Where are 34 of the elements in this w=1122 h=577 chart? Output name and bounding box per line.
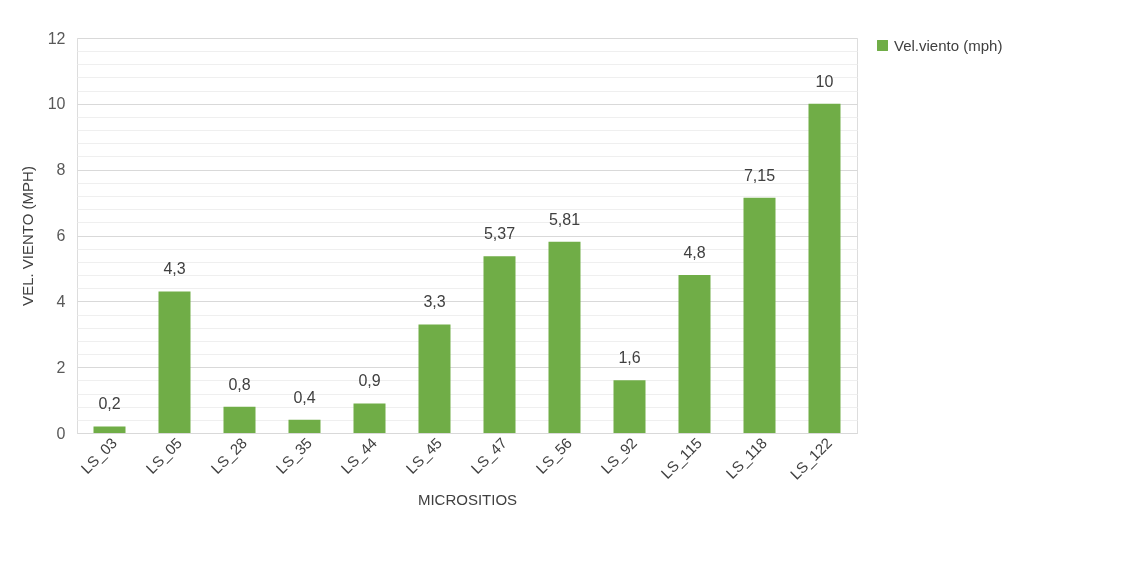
data-label: 4,3 [163, 260, 186, 278]
y-tick-label: 4 [56, 292, 66, 310]
y-tick-label: 10 [47, 95, 66, 113]
bar [288, 419, 321, 433]
y-tick-label: 6 [56, 227, 66, 244]
bar [353, 403, 386, 433]
bar [483, 256, 516, 433]
data-label: 7,15 [743, 166, 776, 184]
data-label: 4,8 [683, 244, 706, 261]
bar [93, 426, 126, 433]
y-tick-label: 8 [56, 161, 66, 179]
y-tick-label: 0 [56, 424, 66, 442]
bar [808, 103, 841, 433]
data-label: 10 [815, 72, 834, 90]
y-tick-label: 2 [56, 358, 66, 376]
x-axis-title: MICROSITIOS [417, 490, 518, 508]
data-label: 0,9 [358, 372, 381, 390]
data-label: 0,4 [293, 388, 316, 406]
bar [158, 291, 191, 433]
legend-label: Vel.viento (mph) [894, 36, 1003, 54]
bar [678, 275, 711, 433]
y-tick-label: 12 [47, 29, 66, 47]
data-label: 0,2 [98, 395, 121, 413]
data-label: 3,3 [423, 293, 446, 311]
y-axis-title: VEL. VIENTO (MPH) [18, 166, 36, 306]
data-label: 1,6 [618, 349, 641, 367]
data-label: 5,37 [483, 225, 516, 243]
bar [223, 406, 256, 433]
bar [613, 380, 646, 433]
data-label: 5,81 [548, 210, 581, 228]
bar [743, 197, 776, 433]
data-label: 0,8 [228, 375, 251, 393]
bar [418, 324, 451, 433]
bar [548, 241, 581, 433]
